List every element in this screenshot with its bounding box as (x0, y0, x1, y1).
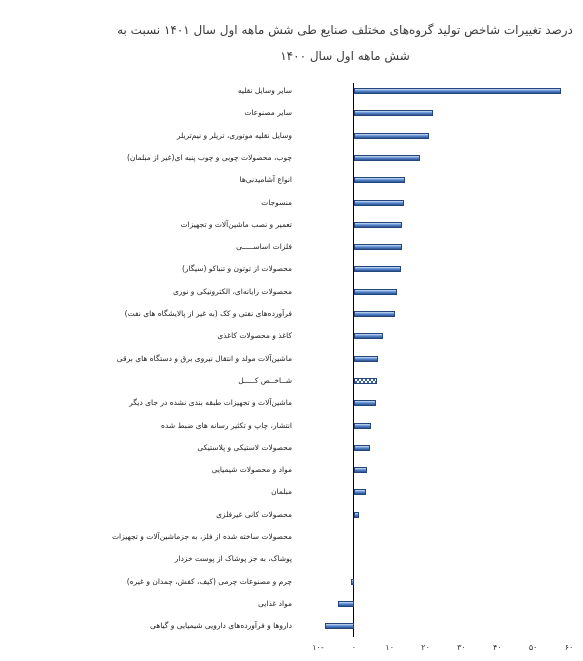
category-label-13: ماشین‌آلات مولد و انتقال نیروی برق و دست… (116, 353, 292, 363)
category-label-16: انتشار، چاپ و تکثیر رسانه های ضبط شده (161, 420, 292, 430)
x-tick-label-6: ۴۰ (492, 643, 502, 652)
chart-title: درصد تغییرات شاخص تولید گروه‌های مختلف ص… (110, 17, 580, 69)
bar-25 (324, 623, 354, 630)
bar-18 (353, 467, 367, 474)
chart-title-line-2: شش ماهه اول سال ۱۴۰۰ (280, 49, 410, 63)
category-label-10: محصولات رایانه‌ای، الکترونیکی و نوری (172, 286, 292, 296)
bar-2 (353, 110, 434, 117)
bar-4 (353, 154, 420, 161)
category-label-8: فلزات اساســـــی (236, 242, 292, 252)
category-label-7: تعمیر و نصب ماشین‌آلات و تجهیزات (180, 219, 292, 229)
category-label-12: کاغذ و محصولات کاغذی (217, 331, 292, 341)
bar-1 (353, 88, 562, 94)
bar-19 (353, 489, 367, 496)
bar-8 (353, 244, 402, 251)
category-label-2: سایر مصنوعات (244, 108, 292, 118)
x-tick-label-4: ۲۰ (421, 643, 430, 652)
bar-13 (353, 355, 378, 362)
category-label-23: چرم و مصنوعات چرمی (کیف، کفش، چمدان و غی… (126, 576, 292, 586)
bar-20 (353, 511, 359, 518)
bar-3 (353, 132, 429, 139)
category-label-9: محصولات از توتون و تنباکو (سیگار) (181, 264, 292, 274)
category-label-22: پوشاک، به جز پوشاک از پوست خزدار (174, 554, 292, 564)
bar-7 (353, 221, 402, 228)
bar-17 (353, 444, 370, 451)
category-label-17: محصولات لاستیکی و پلاستیکی (197, 442, 292, 452)
x-tick-label-2: ۰ (351, 643, 356, 652)
category-label-19: مبلمان (271, 487, 292, 497)
bar-9 (353, 266, 401, 273)
bar-23 (350, 578, 354, 585)
x-tick-label-5: ۳۰ (457, 643, 466, 652)
bar-5 (353, 177, 405, 184)
category-label-4: چوب، محصولات چوبی و چوب پنبه ای(غیر از م… (126, 152, 292, 162)
category-label-20: محصولات کانی غیرفلزی (216, 509, 292, 519)
category-label-25: داروها و فرآورده‌های دارویی شیمیایی و گی… (150, 621, 292, 631)
category-label-14: شــاخــص کـــــل (238, 375, 292, 385)
bar-6 (353, 199, 405, 206)
x-tick-label-7: ۵۰ (528, 643, 538, 652)
x-tick-label-1: ۱۰- (312, 643, 324, 652)
category-label-3: وسایل نقلیه موتوری، تریلر و نیم‌تریلر (176, 130, 292, 140)
bar-14 (353, 377, 377, 384)
bar-15 (353, 400, 376, 407)
category-label-24: مواد غذایی (258, 598, 292, 608)
bar-24 (337, 600, 354, 607)
bar-11 (353, 311, 396, 317)
category-label-11: فرآورده‌های نفتی و کک (به غیر از پالایشگ… (124, 309, 292, 318)
category-label-1: سایر وسایل نقلیه (237, 86, 292, 95)
zero-axis-line (353, 83, 354, 637)
bar-10 (353, 288, 397, 295)
bar-12 (353, 333, 383, 340)
category-label-18: مواد و محصولات شیمیایی (211, 465, 292, 475)
category-label-21: محصولات ساخته شده از فلز، به جزماشین‌آلا… (111, 532, 292, 541)
bar-16 (353, 422, 371, 429)
category-label-6: منسوجات (261, 197, 292, 207)
x-tick-label-3: ۱۰ (385, 643, 394, 652)
category-label-5: انواع آشامیدنی‌ها (239, 175, 292, 185)
category-label-15: ماشین‌آلات و تجهیزات طبقه بندی نشده در ج… (129, 398, 292, 408)
x-tick-label-8: ۶۰ (564, 643, 574, 652)
chart-title-line-1: درصد تغییرات شاخص تولید گروه‌های مختلف ص… (117, 23, 573, 37)
